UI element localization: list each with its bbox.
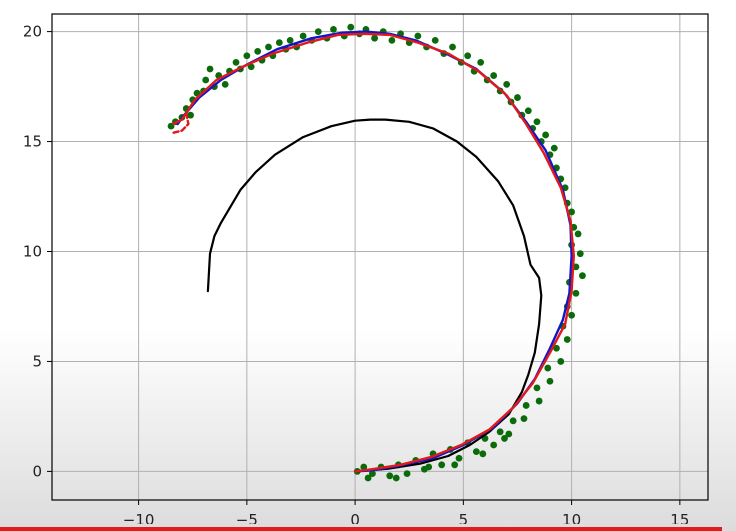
measurement-point — [425, 463, 433, 471]
progress-bar — [0, 527, 722, 531]
measurement-point — [438, 461, 446, 469]
tick-labels: −10 −5 0 5 10 15 0 5 10 15 20 — [23, 23, 689, 524]
trajectory-line — [171, 32, 575, 473]
axes-frame — [51, 13, 709, 501]
measurement-point — [563, 336, 571, 343]
measurement-point — [544, 364, 552, 372]
measurement-point — [414, 32, 422, 40]
measurement-point — [490, 72, 498, 79]
measurement-point — [535, 397, 543, 405]
x-tick-label: 0 — [350, 511, 360, 524]
measurement-point — [464, 52, 472, 60]
plot-series — [167, 23, 586, 482]
measurement-point — [477, 58, 485, 66]
measurement-point — [187, 111, 194, 119]
measurement-point — [503, 80, 511, 88]
measurement-point — [576, 250, 584, 258]
x-tick-label: −5 — [236, 511, 258, 524]
measurement-point — [371, 34, 378, 42]
measurement-point — [243, 52, 251, 60]
measurement-point — [479, 450, 487, 458]
measurement-point — [505, 430, 513, 438]
y-tick-label: 0 — [32, 462, 42, 480]
measurement-point — [546, 377, 554, 385]
measurement-point — [449, 43, 456, 51]
y-tick-label: 15 — [23, 133, 42, 151]
measurement-point — [501, 435, 508, 442]
measurement-point — [254, 47, 262, 55]
measurement-point — [574, 230, 582, 238]
measurement-point — [490, 441, 498, 449]
measurement-point — [509, 417, 517, 425]
measurement-point — [202, 76, 210, 84]
measurement-point — [451, 461, 459, 469]
measurement-point — [265, 43, 272, 51]
y-tick-label: 20 — [23, 23, 42, 41]
measurement-point — [364, 474, 372, 482]
measurement-point — [568, 311, 576, 319]
measurement-point — [286, 36, 294, 44]
x-tick-label: 10 — [562, 511, 581, 524]
x-tick-label: 15 — [670, 511, 689, 524]
measurement-point — [472, 448, 480, 456]
measurement-point — [455, 454, 463, 462]
measurement-point — [299, 32, 307, 40]
measurement-point — [522, 402, 530, 409]
y-tick-label: 10 — [23, 243, 42, 261]
measurement-point — [520, 415, 528, 423]
grid — [52, 14, 708, 500]
measurement-point — [388, 36, 396, 44]
measurement-point — [369, 470, 376, 478]
x-tick-label: −10 — [123, 511, 155, 524]
measurement-point — [514, 94, 521, 101]
measurement-point — [579, 272, 586, 280]
measurement-point — [403, 470, 411, 478]
measurement-point — [553, 344, 560, 352]
x-tick-label: 5 — [459, 511, 469, 524]
measurement-point — [557, 358, 565, 365]
measurement-point — [347, 23, 355, 31]
measurement-point — [247, 63, 255, 71]
measurement-point — [386, 472, 394, 480]
measurement-point — [496, 428, 504, 436]
measurement-point — [314, 28, 322, 35]
measurement-point — [542, 131, 550, 139]
measurement-point — [360, 463, 368, 471]
measurement-point — [206, 65, 214, 73]
measurement-point — [572, 289, 580, 297]
trajectory-line — [206, 118, 543, 473]
measurement-point — [232, 58, 240, 66]
measurement-point — [221, 80, 229, 88]
measurement-point — [330, 25, 337, 33]
measurement-point — [392, 474, 400, 482]
measurement-point — [431, 36, 439, 44]
measurement-point — [524, 107, 532, 115]
measurement-point — [550, 144, 558, 152]
measurement-point — [533, 384, 541, 392]
dashed-trajectory-line — [171, 111, 190, 135]
measurement-point — [533, 118, 541, 126]
measurement-point — [568, 208, 576, 216]
y-tick-label: 5 — [32, 352, 42, 370]
measurement-point — [275, 39, 283, 46]
